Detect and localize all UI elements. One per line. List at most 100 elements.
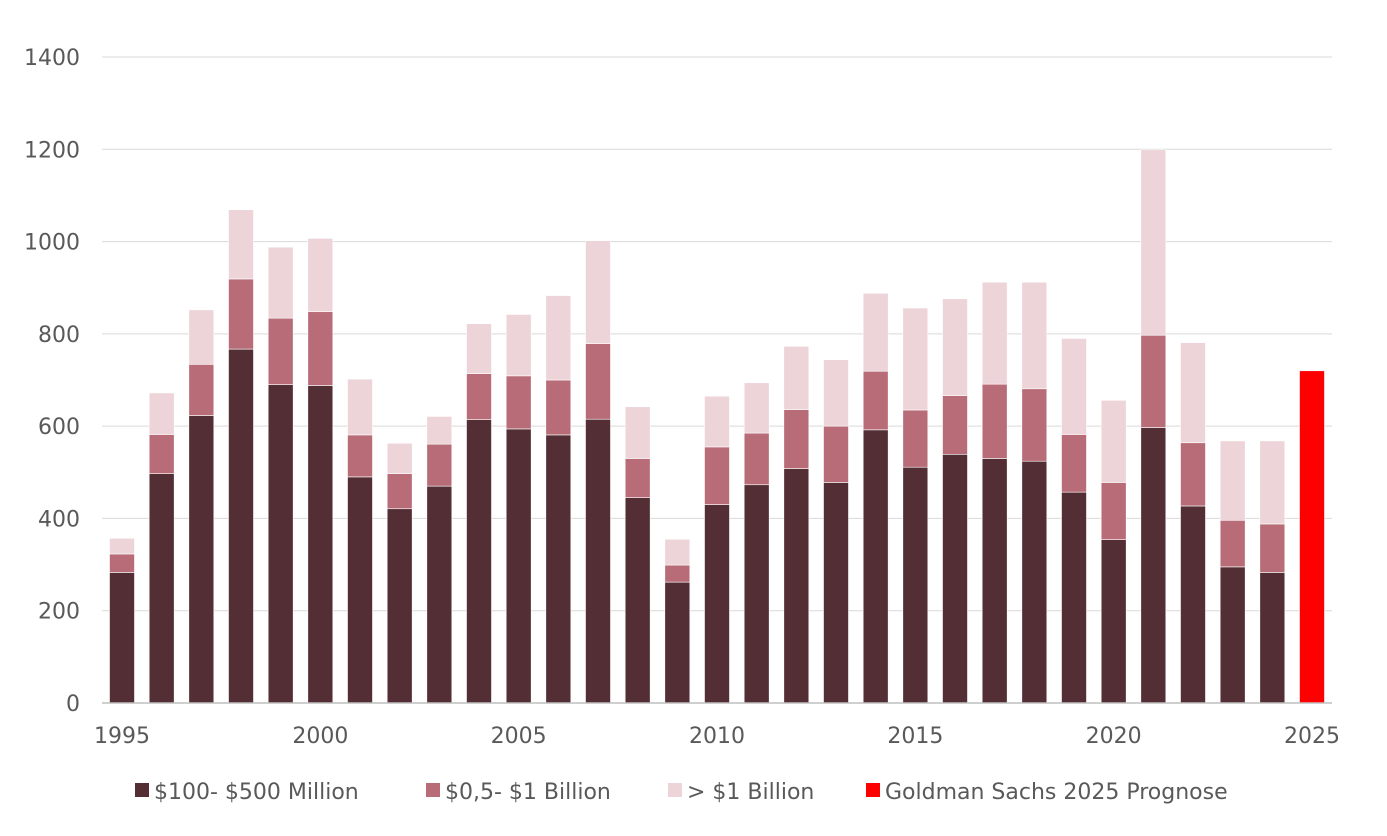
bar-segment [1140, 334, 1167, 428]
legend-swatch [135, 783, 149, 797]
bar-segment [823, 425, 849, 483]
bar-segment [267, 384, 294, 704]
bar-segment [1100, 482, 1127, 540]
legend-label: $0,5- $1 Billion [445, 780, 611, 805]
bar-segment [307, 311, 334, 386]
legend-label: > $1 Billion [687, 780, 814, 805]
bar-segment [109, 553, 135, 573]
bar-segment [426, 485, 453, 704]
bar-segment [624, 458, 651, 498]
legend: $100- $500 Million $0,5- $1 Billion > $1 B… [135, 780, 1228, 805]
bar-segment [386, 473, 413, 510]
bar-segment [307, 385, 334, 704]
bar-segment [981, 383, 1008, 459]
legend-label: $100- $500 Million [154, 780, 359, 805]
x-tick-label: 2005 [491, 724, 547, 749]
bar-segment [981, 458, 1008, 704]
bar-segment [624, 497, 651, 704]
bar-segment [228, 348, 254, 704]
bar-segment [585, 418, 611, 704]
axes: 0 200 400 600 800 1000 1200 1400 1995 2000 2005 201… [24, 46, 1340, 749]
bar-segment [545, 379, 572, 436]
bar-segment [1061, 338, 1087, 435]
bar-segment [148, 434, 175, 474]
y-tick-label: 600 [38, 415, 80, 440]
bar-segment [267, 246, 294, 319]
x-tick-label: 2025 [1284, 724, 1340, 749]
y-tick-label: 1400 [24, 46, 80, 71]
x-tick-label: 1995 [94, 724, 150, 749]
bar-segment [386, 508, 413, 704]
bar-segment [109, 572, 135, 704]
bar-segment [743, 484, 770, 704]
bar-segment [188, 364, 215, 416]
bar-segment [1021, 388, 1048, 462]
y-tick-label: 400 [38, 507, 80, 532]
bar-segment [585, 343, 611, 420]
bar-segment [902, 307, 929, 411]
bar-segment [1061, 491, 1087, 704]
bar-segment [505, 375, 532, 430]
bar-segment [664, 564, 691, 583]
bar-segment [267, 317, 294, 385]
bar-segment [1100, 539, 1127, 704]
bar-segment [188, 415, 215, 704]
y-tick-label: 200 [38, 600, 80, 625]
bar-segment [704, 504, 730, 704]
y-tick-label: 800 [38, 323, 80, 348]
bar-segment [545, 295, 572, 381]
bar-segment [981, 281, 1008, 385]
bar-segment [466, 373, 492, 420]
bar-segment [823, 482, 849, 704]
bar-segment [1299, 370, 1325, 704]
bar-segment [585, 240, 611, 344]
bar-segment [862, 370, 889, 431]
bar-segment [1140, 149, 1167, 336]
bar-segment [1180, 442, 1206, 507]
bar-segment [1219, 566, 1246, 704]
bar-segment [347, 476, 373, 704]
bar-segment [664, 581, 691, 704]
bar-segment [743, 432, 770, 486]
bar-segment [505, 314, 532, 377]
bar-segment [228, 278, 254, 350]
legend-swatch [668, 783, 682, 797]
bar-segment [942, 298, 968, 396]
bar-segment [704, 446, 730, 505]
bar-segment [109, 537, 135, 555]
bar-segment [426, 443, 453, 487]
bars [109, 149, 1325, 704]
bar-segment [704, 395, 730, 448]
bar-segment [347, 434, 373, 478]
legend-swatch [426, 783, 440, 797]
bar-segment [545, 434, 572, 704]
bar-segment [148, 392, 175, 435]
bar-segment [1140, 427, 1167, 704]
legend-swatch [866, 783, 880, 797]
bar-segment [1021, 281, 1048, 390]
bar-segment [1180, 342, 1206, 444]
bar-segment [1219, 519, 1246, 568]
bar-segment [942, 395, 968, 455]
bar-segment [1100, 400, 1127, 483]
x-tick-label: 2010 [689, 724, 745, 749]
y-tick-label: 1000 [24, 231, 80, 256]
x-tick-label: 2000 [292, 724, 348, 749]
y-tick-label: 0 [66, 692, 80, 717]
bar-segment [386, 442, 413, 474]
bar-segment [228, 209, 254, 280]
x-tick-label: 2015 [887, 724, 943, 749]
bar-segment [783, 468, 810, 704]
bar-segment [942, 453, 968, 704]
bar-segment [743, 382, 770, 434]
bar-segment [466, 419, 492, 704]
bar-segment [188, 309, 215, 365]
bar-segment [1259, 523, 1286, 573]
bar-segment [624, 406, 651, 459]
bar-segment [466, 323, 492, 374]
x-tick-label: 2020 [1086, 724, 1142, 749]
y-tick-label: 1200 [24, 138, 80, 163]
bar-segment [823, 359, 849, 427]
